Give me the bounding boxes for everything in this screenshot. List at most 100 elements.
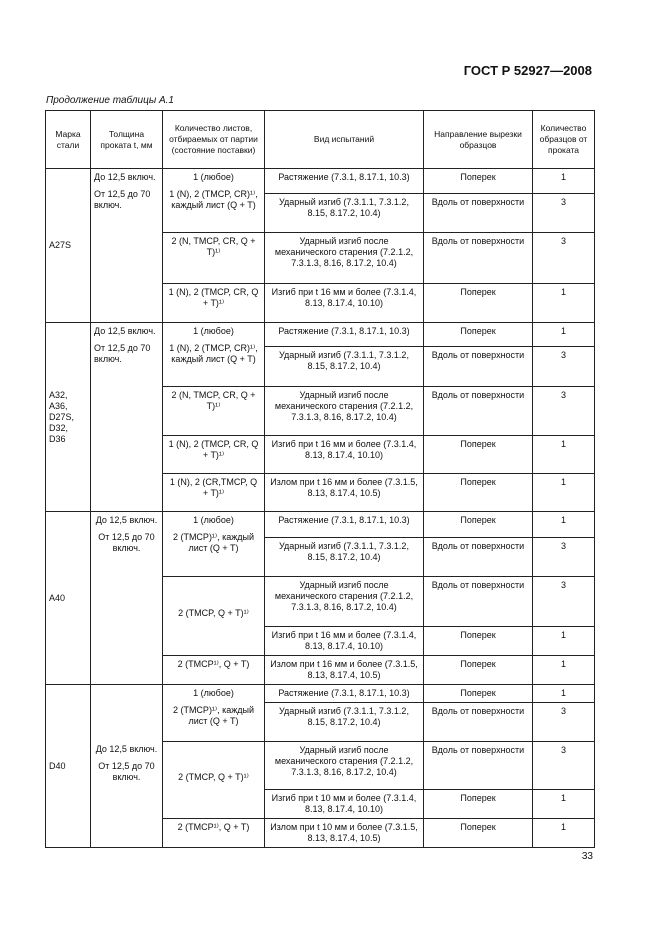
table-row: A32, A36, D27S, D32, D36 До 12,5 включ. От… (45, 322, 595, 512)
table-caption: Продолжение таблицы А.1 (46, 95, 174, 106)
column-header: Толщина проката t, мм (90, 110, 163, 169)
sample-quantity: 1 (любое) (193, 688, 234, 698)
thickness-range: До 12,5 включ. (94, 326, 156, 336)
table-row: Ударный изгиб (7.3.1.1, 7.3.1.2, 8.15, 8… (46, 346, 595, 387)
sample-quantity-cell: 1 (любое) 2 (TMCP)¹⁾, каждый лист (Q + T) (162, 684, 265, 742)
test-type: Изгиб при t 16 мм и более (7.3.1.4, 8.13… (264, 435, 424, 474)
thickness-range: От 12,5 до 70 включ. (98, 532, 155, 553)
cut-direction: Поперек (423, 473, 533, 512)
page-number: 33 (581, 851, 593, 862)
table-row: A27S До 12,5 включ. От 12,5 до 70 включ. 1 … (45, 168, 595, 323)
column-header: Вид испытаний (264, 110, 424, 169)
sample-quantity-cell: 2 (TMCP, Q + T)¹⁾ (162, 741, 265, 819)
sample-quantity: 1 (N), 2 (TMCP, CR, Q + T)¹⁾ (168, 439, 259, 460)
sample-quantity: 2 (TMCP, Q + T)¹⁾ (178, 607, 249, 618)
specimen-count: 1 (532, 435, 595, 474)
cut-direction: Вдоль от поверхности (423, 232, 533, 284)
cut-direction: Поперек (423, 655, 533, 685)
sample-quantity: 1 (любое) (193, 515, 234, 525)
column-header: Количество листов, отбираемых от партии … (162, 110, 265, 169)
sample-quantity: 1 (любое) (193, 326, 234, 336)
test-type: Ударный изгиб после механического старен… (264, 386, 424, 436)
column-header: Марка стали (45, 110, 91, 169)
cut-direction: Поперек (423, 684, 533, 703)
standard-header: ГОСТ Р 52927—2008 (463, 63, 592, 78)
cut-direction: Поперек (423, 818, 533, 848)
sample-quantity: 1 (N), 2 (TMCP, CR, Q + T)¹⁾ (168, 287, 259, 308)
sample-quantity-cell: 1 (любое) 1 (N), 2 (TMCP, CR)¹⁾, каждый л… (162, 322, 265, 387)
table-row: Ударный изгиб (7.3.1.1, 7.3.1.2, 8.15, 8… (46, 537, 595, 577)
table-row: Изгиб при t 16 мм и более (7.3.1.4, 8.13… (46, 626, 595, 656)
table-row: 2 (N, TMCP, CR, Q + T)¹⁾ Ударный изгиб по… (46, 232, 595, 284)
specimen-count: 3 (532, 741, 595, 790)
sample-quantity: 2 (TMCP)¹⁾, каждый лист (Q + T) (172, 532, 255, 553)
table-row: 2 (TMCP¹⁾, Q + T) Излом при t 16 мм и бол… (46, 655, 595, 685)
cut-direction: Поперек (423, 626, 533, 656)
sample-quantity-cell: 1 (N), 2 (CR,TMCP, Q + T)¹⁾ (162, 473, 265, 512)
table-row: 2 (TMCP, Q + T)¹⁾ Ударный изгиб после мех… (46, 741, 595, 819)
sample-quantity: 2 (N, TMCP, CR, Q + T)¹⁾ (171, 236, 256, 257)
specimen-count: 1 (532, 283, 595, 323)
specimen-count: 3 (532, 346, 595, 387)
test-table: Марка стали Толщина проката t, мм Количе… (45, 110, 595, 848)
specimen-count: 1 (532, 684, 595, 703)
cut-direction: Вдоль от поверхности (423, 193, 533, 233)
test-type: Излом при t 16 мм и более (7.3.1.5, 8.13… (264, 473, 424, 512)
test-type: Ударный изгиб после механического старен… (264, 576, 424, 627)
thickness-range: От 12,5 до 70 включ. (94, 189, 151, 210)
sample-quantity-cell: 2 (N, TMCP, CR, Q + T)¹⁾ (162, 232, 265, 284)
test-type: Ударный изгиб после механического старен… (264, 741, 424, 790)
table-row: D40 До 12,5 включ. От 12,5 до 70 включ. 1 (… (45, 684, 595, 848)
table-row: Ударный изгиб (7.3.1.1, 7.3.1.2, 8.15, 8… (46, 193, 595, 233)
test-type: Растяжение (7.3.1, 8.17.1, 10.3) (264, 511, 424, 538)
test-type: Излом при t 10 мм и более (7.3.1.5, 8.13… (264, 818, 424, 848)
sample-quantity: 2 (TMCP¹⁾, Q + T) (177, 659, 250, 669)
sample-quantity-cell: 2 (TMCP, Q + T)¹⁾ (162, 576, 265, 656)
specimen-count: 3 (532, 386, 595, 436)
steel-grade: A40 (45, 511, 91, 685)
table-header-row: Марка стали Толщина проката t, мм Количе… (45, 110, 595, 169)
sample-quantity: 2 (TMCP¹⁾, Q + T) (177, 822, 250, 832)
table-row: 2 (TMCP, Q + T)¹⁾ Ударный изгиб после мех… (46, 576, 595, 656)
specimen-count: 1 (532, 511, 595, 538)
thickness-cell: До 12,5 включ. От 12,5 до 70 включ. (90, 322, 163, 512)
test-type: Изгиб при t 10 мм и более (7.3.1.4, 8.13… (264, 789, 424, 819)
table-row: A40 До 12,5 включ. От 12,5 до 70 включ. 1 (… (45, 511, 595, 685)
specimen-count: 1 (532, 322, 595, 347)
cut-direction: Вдоль от поверхности (423, 537, 533, 577)
test-type: Ударный изгиб (7.3.1.1, 7.3.1.2, 8.15, 8… (264, 346, 424, 387)
cut-direction: Вдоль от поверхности (423, 702, 533, 742)
cut-direction: Поперек (423, 789, 533, 819)
test-type: Ударный изгиб после механического старен… (264, 232, 424, 284)
thickness-range: До 12,5 включ. (94, 172, 156, 182)
thickness-range: От 12,5 до 70 включ. (98, 760, 155, 782)
steel-grade: A27S (45, 168, 91, 323)
steel-grade: A32, A36, D27S, D32, D36 (45, 322, 91, 512)
test-type: Растяжение (7.3.1, 8.17.1, 10.3) (264, 322, 424, 347)
sample-quantity-cell: 1 (любое) 1 (N), 2 (TMCP, CR)¹⁾, каждый л… (162, 168, 265, 233)
cut-direction: Вдоль от поверхности (423, 346, 533, 387)
cut-direction: Поперек (423, 283, 533, 323)
column-header: Направление вырезки образцов (423, 110, 533, 169)
table-row: 1 (N), 2 (TMCP, CR, Q + T)¹⁾ Изгиб при t … (46, 435, 595, 474)
thickness-cell: До 12,5 включ. От 12,5 до 70 включ. (90, 684, 163, 848)
sample-quantity-cell: 2 (TMCP¹⁾, Q + T) (162, 655, 265, 685)
specimen-count: 3 (532, 537, 595, 577)
sample-quantity-cell: 2 (TMCP¹⁾, Q + T) (162, 818, 265, 848)
sample-quantity: 1 (N), 2 (CR,TMCP, Q + T)¹⁾ (169, 477, 258, 498)
sample-quantity: 1 (любое) (193, 172, 234, 182)
sample-quantity-cell: 1 (любое) 2 (TMCP)¹⁾, каждый лист (Q + T) (162, 511, 265, 577)
cut-direction: Вдоль от поверхности (423, 386, 533, 436)
specimen-count: 3 (532, 702, 595, 742)
specimen-count: 1 (532, 818, 595, 848)
sample-quantity-cell: 2 (N, TMCP, CR, Q + T)¹⁾ (162, 386, 265, 436)
thickness-cell: До 12,5 включ. От 12,5 до 70 включ. (90, 168, 163, 323)
specimen-count: 1 (532, 626, 595, 656)
sample-quantity-cell: 1 (N), 2 (TMCP, CR, Q + T)¹⁾ (162, 435, 265, 474)
table-row: 2 (TMCP¹⁾, Q + T) Излом при t 10 мм и бол… (46, 818, 595, 848)
specimen-count: 1 (532, 789, 595, 819)
thickness-range: От 12,5 до 70 включ. (94, 343, 151, 364)
sample-quantity-cell: 1 (N), 2 (TMCP, CR, Q + T)¹⁾ (162, 283, 265, 323)
test-type: Излом при t 16 мм и более (7.3.1.5, 8.13… (264, 655, 424, 685)
